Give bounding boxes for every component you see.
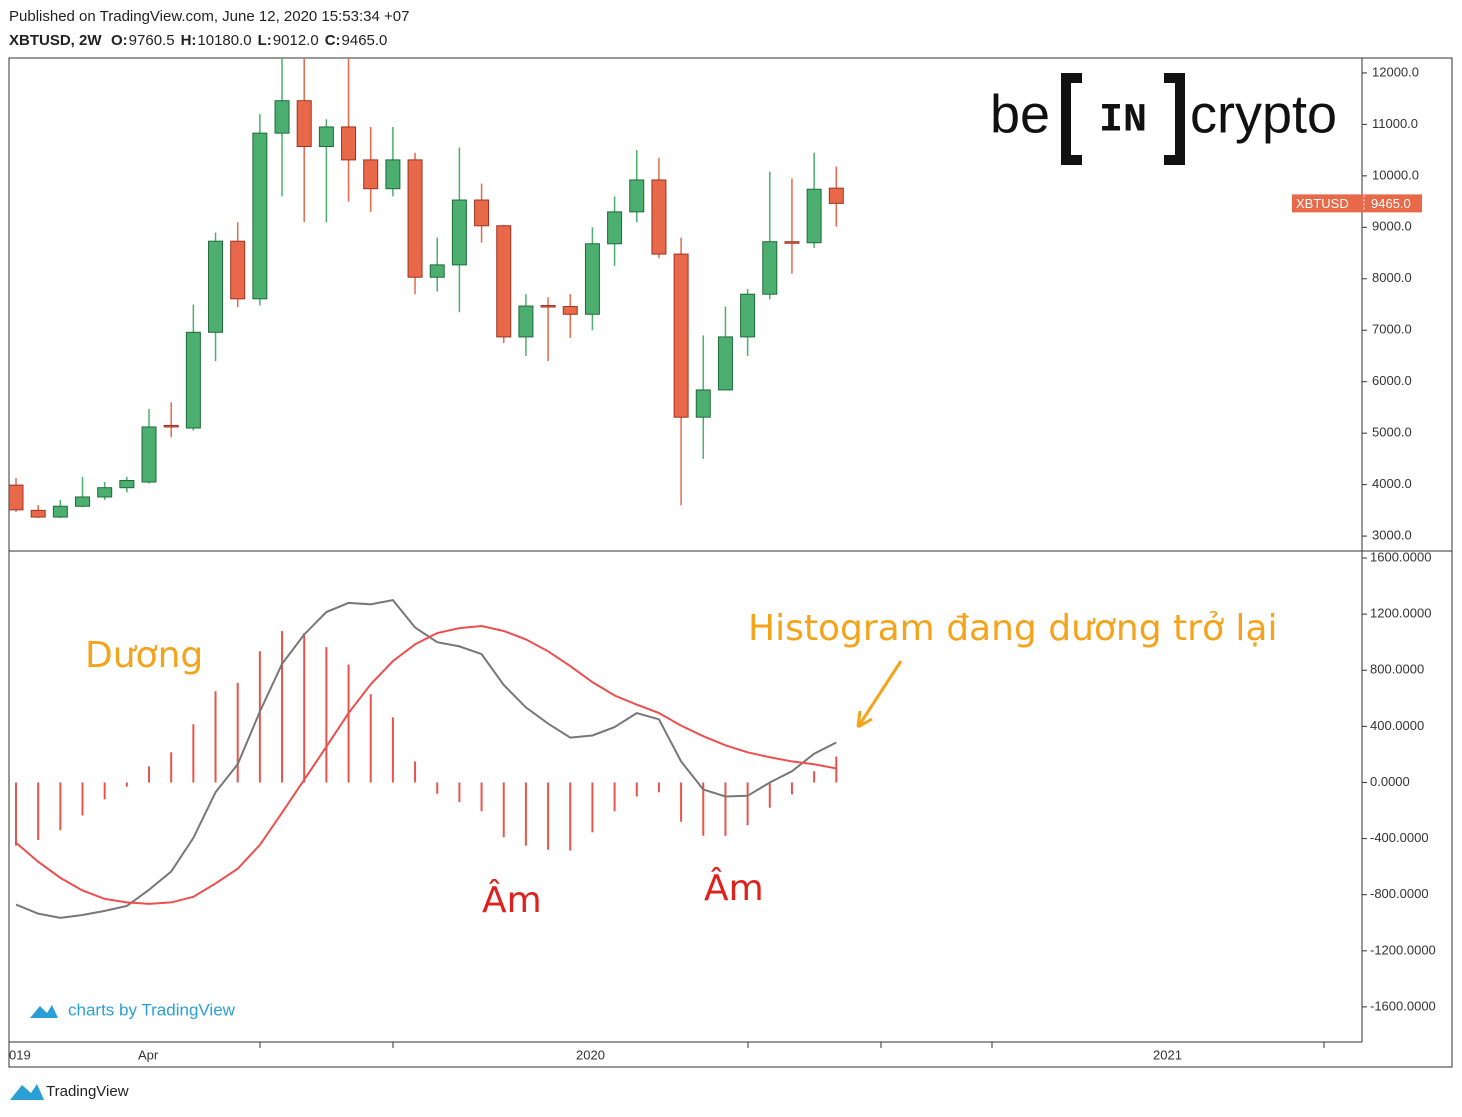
- y-tick-label: 0.0000: [1370, 774, 1410, 789]
- y-tick-label: -400.0000: [1370, 830, 1429, 845]
- y-tick-label: 9000.0: [1372, 219, 1412, 234]
- candle-body: [341, 126, 357, 161]
- footer-text: TradingView: [46, 1083, 129, 1100]
- candle-body: [385, 159, 401, 190]
- watermark: charts by TradingView: [30, 1000, 236, 1019]
- candle-body: [296, 100, 312, 148]
- candle-body: [451, 199, 467, 266]
- candle-body: [119, 479, 135, 489]
- ohlc-label: H:: [181, 32, 197, 49]
- y-tick-label: -800.0000: [1370, 886, 1429, 901]
- candle-body: [629, 179, 645, 213]
- candle-body: [97, 487, 113, 498]
- x-axis-ticks: [259, 1042, 1325, 1048]
- x-tick-label: 2020: [576, 1047, 605, 1062]
- price-tag: [1292, 194, 1422, 213]
- price-tag-value: 9465.0: [1371, 196, 1411, 211]
- y-tick-label: 5000.0: [1372, 425, 1412, 440]
- candles: [9, 58, 844, 519]
- logo-text: IN: [1099, 99, 1147, 144]
- candle-body: [673, 253, 689, 418]
- footer-icon: [10, 1084, 44, 1100]
- macd-line: [15, 599, 837, 919]
- y-tick-label: 1600.0000: [1370, 549, 1431, 564]
- candle-body: [363, 159, 379, 190]
- y-tick-label: 12000.0: [1372, 64, 1419, 79]
- y-tick-label: -1600.0000: [1370, 998, 1436, 1013]
- annotation: Âm: [482, 879, 542, 921]
- footer: TradingView: [10, 1083, 129, 1100]
- ohlc-label: O:: [111, 32, 128, 49]
- candle-body: [607, 211, 623, 245]
- y-tick-label: 3000.0: [1372, 528, 1412, 543]
- published: Published on TradingView.com, June 12, 2…: [9, 8, 409, 25]
- y-tick-label: 400.0000: [1370, 718, 1424, 733]
- watermark-icon: [30, 1005, 58, 1018]
- y-tick-label: 11000.0: [1372, 116, 1418, 131]
- ohlc: O: 9760.5 H: 10180.0 L: 9012.0 C: 9465.0: [111, 32, 387, 49]
- logo-text: be: [990, 84, 1050, 144]
- y-tick-label: 1200.0000: [1370, 606, 1431, 621]
- candle-body: [208, 240, 224, 333]
- candle-body: [717, 336, 733, 391]
- candle-body: [252, 132, 268, 300]
- signal-line: [15, 625, 837, 905]
- y-tick-label: -1200.0000: [1370, 942, 1436, 957]
- price-tag-name: XBTUSD: [1296, 196, 1349, 211]
- candle-body: [185, 331, 201, 429]
- candle-body: [230, 240, 246, 300]
- watermark-text: charts by TradingView: [68, 1000, 236, 1019]
- logo-text: crypto: [1190, 84, 1337, 144]
- logo-bracket: [1164, 73, 1185, 165]
- y-tick-label: 10000.0: [1372, 167, 1419, 182]
- candle-body: [518, 305, 534, 338]
- candle-body: [828, 187, 844, 204]
- candle-body: [584, 243, 600, 315]
- x-tick-label: Apr: [138, 1047, 159, 1062]
- candle-body: [318, 126, 334, 148]
- candle-body: [651, 179, 667, 255]
- candle-body: [762, 241, 778, 295]
- logo-bracket: [1061, 73, 1082, 165]
- annotation-arrow: [856, 660, 903, 729]
- ohlc-label: C:: [325, 32, 341, 49]
- annotation: Histogram đang dương trở lại: [748, 608, 1277, 649]
- candle-body: [806, 188, 822, 244]
- candle-body: [474, 199, 490, 227]
- y-tick-label: 6000.0: [1372, 373, 1412, 388]
- candle-body: [141, 426, 157, 483]
- annotation: Âm: [704, 867, 764, 909]
- y-tick-label: 4000.0: [1372, 476, 1412, 491]
- annotation: Dương: [85, 635, 203, 676]
- candle-body: [30, 509, 46, 518]
- frame: [8, 57, 1453, 1068]
- candle-body: [429, 264, 445, 278]
- x-tick-label: 2021: [1153, 1047, 1182, 1062]
- candle-body: [407, 159, 423, 278]
- candle-body: [274, 100, 290, 134]
- ohlc-value: 9012.0: [273, 32, 319, 49]
- y-tick-label: 800.0000: [1370, 662, 1424, 677]
- logo: be IN crypto: [990, 73, 1337, 165]
- candle-body: [9, 484, 24, 511]
- y-tick-label: 7000.0: [1372, 322, 1412, 337]
- candle-body: [784, 241, 800, 244]
- symbol: XBTUSD, 2W: [9, 32, 102, 49]
- x-tick-label: 019: [9, 1047, 31, 1062]
- candle-body: [75, 496, 91, 507]
- candle-body: [562, 306, 578, 315]
- ohlc-value: 9465.0: [342, 32, 388, 49]
- ohlc-value: 10180.0: [197, 32, 251, 49]
- y-tick-label: 8000.0: [1372, 270, 1412, 285]
- candle-body: [496, 225, 512, 338]
- candle-body: [540, 305, 556, 308]
- ohlc-label: L:: [258, 32, 272, 49]
- ohlc-value: 9760.5: [129, 32, 175, 49]
- candle-body: [740, 293, 756, 338]
- candle-body: [695, 389, 711, 418]
- candle-body: [52, 505, 68, 518]
- candle-body: [163, 424, 179, 428]
